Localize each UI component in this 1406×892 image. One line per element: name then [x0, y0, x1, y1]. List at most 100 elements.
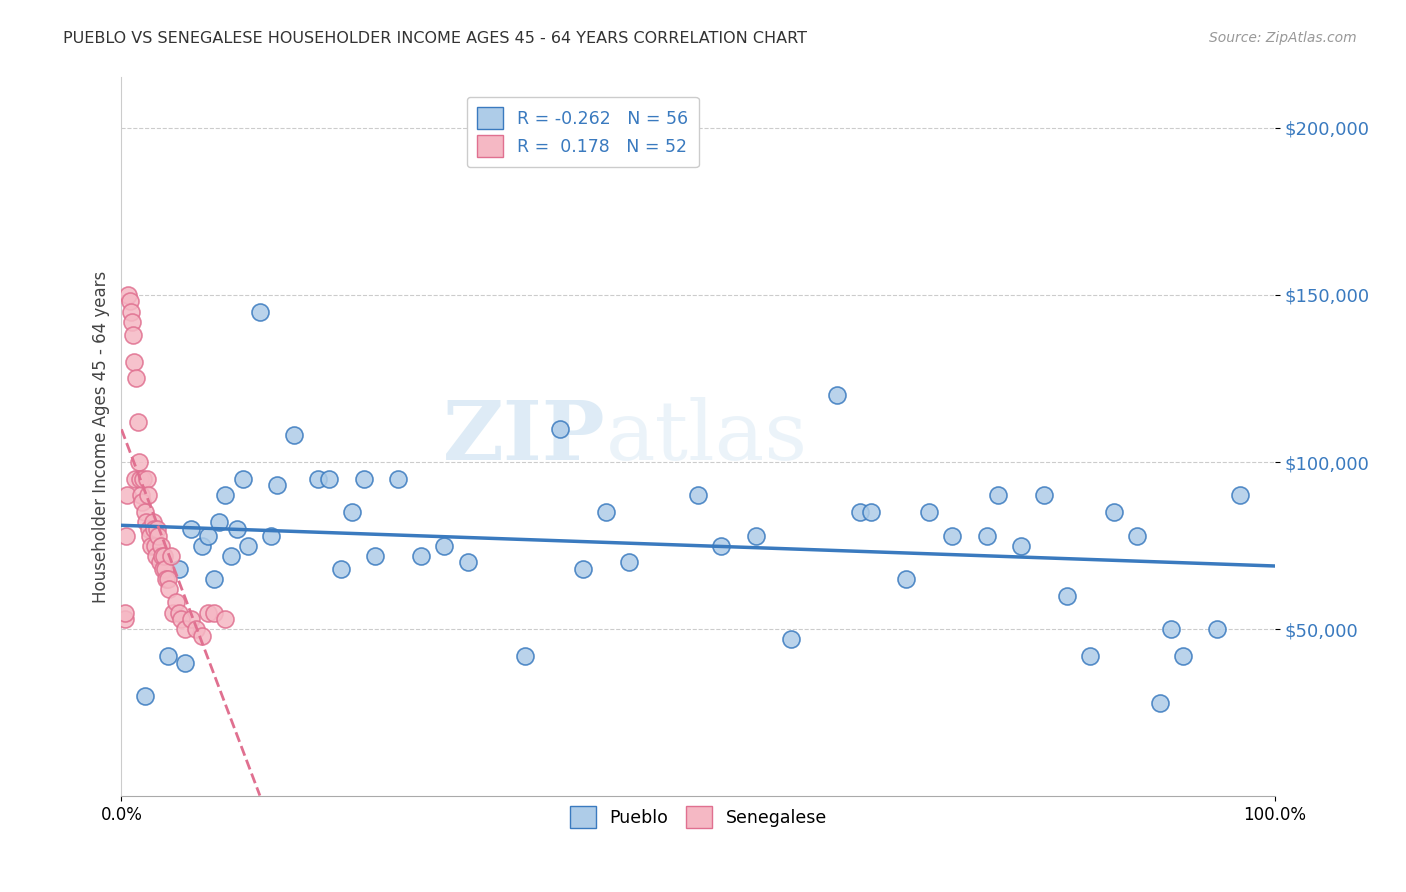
Point — [174, 656, 197, 670]
Point — [825, 388, 848, 402]
Point — [149, 539, 172, 553]
Point — [197, 606, 219, 620]
Text: Source: ZipAtlas.com: Source: ZipAtlas.com — [1209, 31, 1357, 45]
Point — [214, 612, 236, 626]
Point — [1149, 696, 1171, 710]
Point — [329, 562, 352, 576]
Point — [165, 595, 187, 609]
Point — [180, 612, 202, 626]
Point — [941, 528, 963, 542]
Point — [135, 472, 157, 486]
Point — [134, 689, 156, 703]
Point — [214, 488, 236, 502]
Point — [153, 549, 176, 563]
Point — [129, 472, 152, 486]
Point — [150, 549, 173, 563]
Point — [387, 472, 409, 486]
Point — [617, 555, 640, 569]
Point — [157, 582, 180, 596]
Point — [225, 522, 247, 536]
Point — [186, 622, 208, 636]
Point — [364, 549, 387, 563]
Point — [132, 472, 155, 486]
Point — [122, 327, 145, 342]
Point — [120, 304, 142, 318]
Point — [779, 632, 801, 647]
Point — [156, 648, 179, 663]
Point — [1125, 528, 1147, 542]
Point — [124, 472, 146, 486]
Point — [131, 495, 153, 509]
Point — [433, 539, 456, 553]
Point — [548, 421, 571, 435]
Point — [710, 539, 733, 553]
Point — [115, 528, 138, 542]
Point — [987, 488, 1010, 502]
Point — [238, 539, 260, 553]
Legend: Pueblo, Senegalese: Pueblo, Senegalese — [562, 799, 834, 835]
Point — [249, 304, 271, 318]
Point — [1056, 589, 1078, 603]
Point — [127, 415, 149, 429]
Point — [152, 562, 174, 576]
Point — [191, 629, 214, 643]
Point — [318, 472, 340, 486]
Point — [134, 505, 156, 519]
Point — [848, 505, 870, 519]
Point — [1080, 648, 1102, 663]
Point — [688, 488, 710, 502]
Point — [918, 505, 941, 519]
Point — [155, 572, 177, 586]
Point — [197, 528, 219, 542]
Point — [1229, 488, 1251, 502]
Point — [202, 572, 225, 586]
Point — [260, 528, 283, 542]
Point — [283, 428, 305, 442]
Text: ZIP: ZIP — [443, 397, 606, 477]
Y-axis label: Householder Income Ages 45 - 64 years: Householder Income Ages 45 - 64 years — [93, 271, 110, 603]
Point — [143, 539, 166, 553]
Point — [860, 505, 883, 519]
Point — [170, 612, 193, 626]
Point — [139, 528, 162, 542]
Point — [167, 606, 190, 620]
Point — [125, 371, 148, 385]
Point — [307, 472, 329, 486]
Point — [180, 522, 202, 536]
Point — [155, 562, 177, 576]
Point — [457, 555, 479, 569]
Point — [572, 562, 595, 576]
Point — [595, 505, 617, 519]
Point — [138, 522, 160, 536]
Point — [142, 515, 165, 529]
Point — [114, 606, 136, 620]
Point — [121, 314, 143, 328]
Text: PUEBLO VS SENEGALESE HOUSEHOLDER INCOME AGES 45 - 64 YEARS CORRELATION CHART: PUEBLO VS SENEGALESE HOUSEHOLDER INCOME … — [63, 31, 807, 46]
Point — [202, 606, 225, 620]
Point — [135, 515, 157, 529]
Point — [353, 472, 375, 486]
Point — [208, 515, 231, 529]
Point — [1160, 622, 1182, 636]
Point — [191, 539, 214, 553]
Point — [129, 488, 152, 502]
Point — [118, 294, 141, 309]
Point — [142, 522, 165, 536]
Point — [115, 488, 138, 502]
Point — [266, 478, 288, 492]
Point — [145, 549, 167, 563]
Point — [174, 622, 197, 636]
Point — [1102, 505, 1125, 519]
Point — [167, 562, 190, 576]
Point — [141, 539, 163, 553]
Point — [160, 549, 183, 563]
Point — [1171, 648, 1194, 663]
Point — [219, 549, 242, 563]
Text: atlas: atlas — [606, 397, 808, 477]
Point — [340, 505, 363, 519]
Point — [162, 606, 184, 620]
Point — [156, 572, 179, 586]
Point — [146, 522, 169, 536]
Point — [128, 455, 150, 469]
Point — [117, 288, 139, 302]
